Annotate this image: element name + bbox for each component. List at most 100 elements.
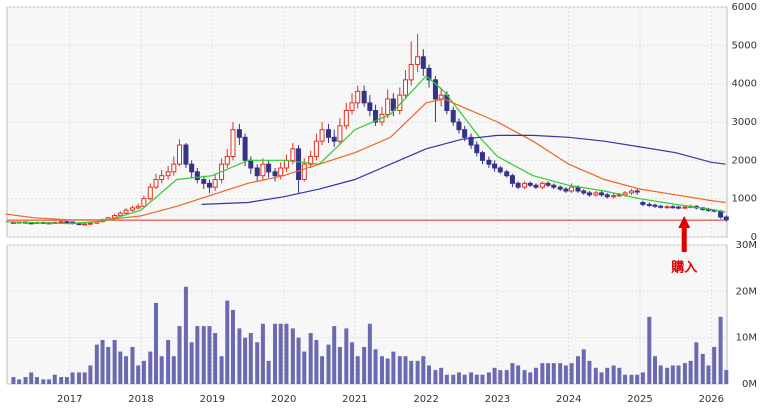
candle-body xyxy=(290,148,296,161)
annotation-arrow xyxy=(678,216,691,252)
candle-body xyxy=(319,129,325,142)
volume-bar xyxy=(427,365,432,384)
y-tick-label: 0M xyxy=(742,379,757,390)
volume-bar xyxy=(640,372,645,384)
y-tick-label: 3000 xyxy=(732,117,757,128)
candle-body xyxy=(658,205,664,208)
volume-bar xyxy=(230,309,235,384)
volume-bar xyxy=(444,374,449,384)
volume-bar xyxy=(718,316,723,384)
candle-body xyxy=(301,163,307,181)
volume-bar xyxy=(397,356,402,384)
volume-bar xyxy=(332,326,337,384)
volume-bar xyxy=(462,374,467,384)
x-tick-label: 2022 xyxy=(413,394,438,405)
candle-body xyxy=(10,221,16,224)
volume-bar xyxy=(373,349,378,384)
candle-body xyxy=(123,209,129,214)
candle-body xyxy=(390,98,396,111)
candle-body xyxy=(551,184,557,188)
candle-body xyxy=(367,102,373,112)
candle-body xyxy=(420,56,426,69)
candle-body xyxy=(670,206,676,209)
candle-body xyxy=(456,121,462,131)
volume-bar xyxy=(682,363,687,384)
candle-body xyxy=(135,205,141,209)
volume-bar xyxy=(207,326,212,384)
volume-bar xyxy=(308,333,313,384)
candle-body xyxy=(224,156,230,165)
volume-bar xyxy=(213,333,218,384)
volume-bar xyxy=(694,342,699,384)
x-tick-label: 2019 xyxy=(200,394,225,405)
candle-body xyxy=(230,129,236,158)
candle-body xyxy=(236,129,242,138)
volume-bar xyxy=(623,374,628,384)
volume-bar xyxy=(433,370,438,384)
candle-body xyxy=(652,204,658,207)
volume-bar xyxy=(599,372,604,384)
candle-body xyxy=(242,136,248,161)
candle-body xyxy=(117,212,123,217)
candle-body xyxy=(563,188,569,192)
volume-bar xyxy=(658,365,663,384)
candle-body xyxy=(723,216,729,221)
volume-bar xyxy=(439,367,444,384)
volume-bar xyxy=(64,377,69,384)
volume-bar xyxy=(456,372,461,384)
volume-bar xyxy=(498,370,503,384)
volume-bar xyxy=(724,370,729,384)
candle-body xyxy=(545,182,551,186)
volume-bar xyxy=(59,377,64,384)
volume-bar xyxy=(480,374,485,384)
volume-bar xyxy=(688,360,693,384)
volume-bar xyxy=(148,351,153,384)
x-tick-label: 2024 xyxy=(556,394,581,405)
volume-bar xyxy=(225,300,230,384)
candle-body xyxy=(462,129,468,138)
volume-bar xyxy=(629,374,634,384)
volume-bar xyxy=(676,365,681,384)
candle-body xyxy=(522,182,528,188)
volume-bar xyxy=(510,363,515,384)
candle-body xyxy=(682,206,688,209)
candle-body xyxy=(593,192,599,196)
volume-bar xyxy=(563,365,568,384)
volume-bar xyxy=(94,344,99,384)
candle-body xyxy=(212,179,218,188)
volume-bar xyxy=(451,374,456,384)
volume-bar xyxy=(350,342,355,384)
volume-bar xyxy=(153,302,158,384)
volume-bar xyxy=(320,356,325,384)
volume-bar xyxy=(546,363,551,384)
volume-bar xyxy=(189,342,194,384)
volume-bar xyxy=(706,365,711,384)
volume-bar xyxy=(302,351,307,384)
volume-bar xyxy=(469,372,474,384)
volume-bar xyxy=(29,372,34,384)
candle-body xyxy=(676,206,682,209)
candle-body xyxy=(486,159,492,165)
candle-body xyxy=(129,207,135,211)
volume-bar xyxy=(47,379,52,384)
volume-bar xyxy=(379,356,384,384)
y-tick-label: 5000 xyxy=(732,40,757,51)
candle-body xyxy=(509,175,515,184)
candle-body xyxy=(385,98,391,115)
volume-bar xyxy=(474,374,479,384)
volume-bar xyxy=(581,349,586,384)
volume-bar xyxy=(17,379,22,384)
volume-bar xyxy=(278,323,283,384)
candle-body xyxy=(331,136,337,142)
volume-bar xyxy=(700,353,705,384)
candle-body xyxy=(515,182,521,188)
volume-bar xyxy=(314,339,319,384)
y-tick-label: 1000 xyxy=(732,194,757,205)
candle-body xyxy=(611,195,617,198)
candle-body xyxy=(58,221,64,224)
candle-body xyxy=(622,192,628,196)
volume-bar xyxy=(100,339,105,384)
candle-body xyxy=(266,163,272,173)
volume-bar xyxy=(385,358,390,384)
volume-bar xyxy=(326,344,331,384)
